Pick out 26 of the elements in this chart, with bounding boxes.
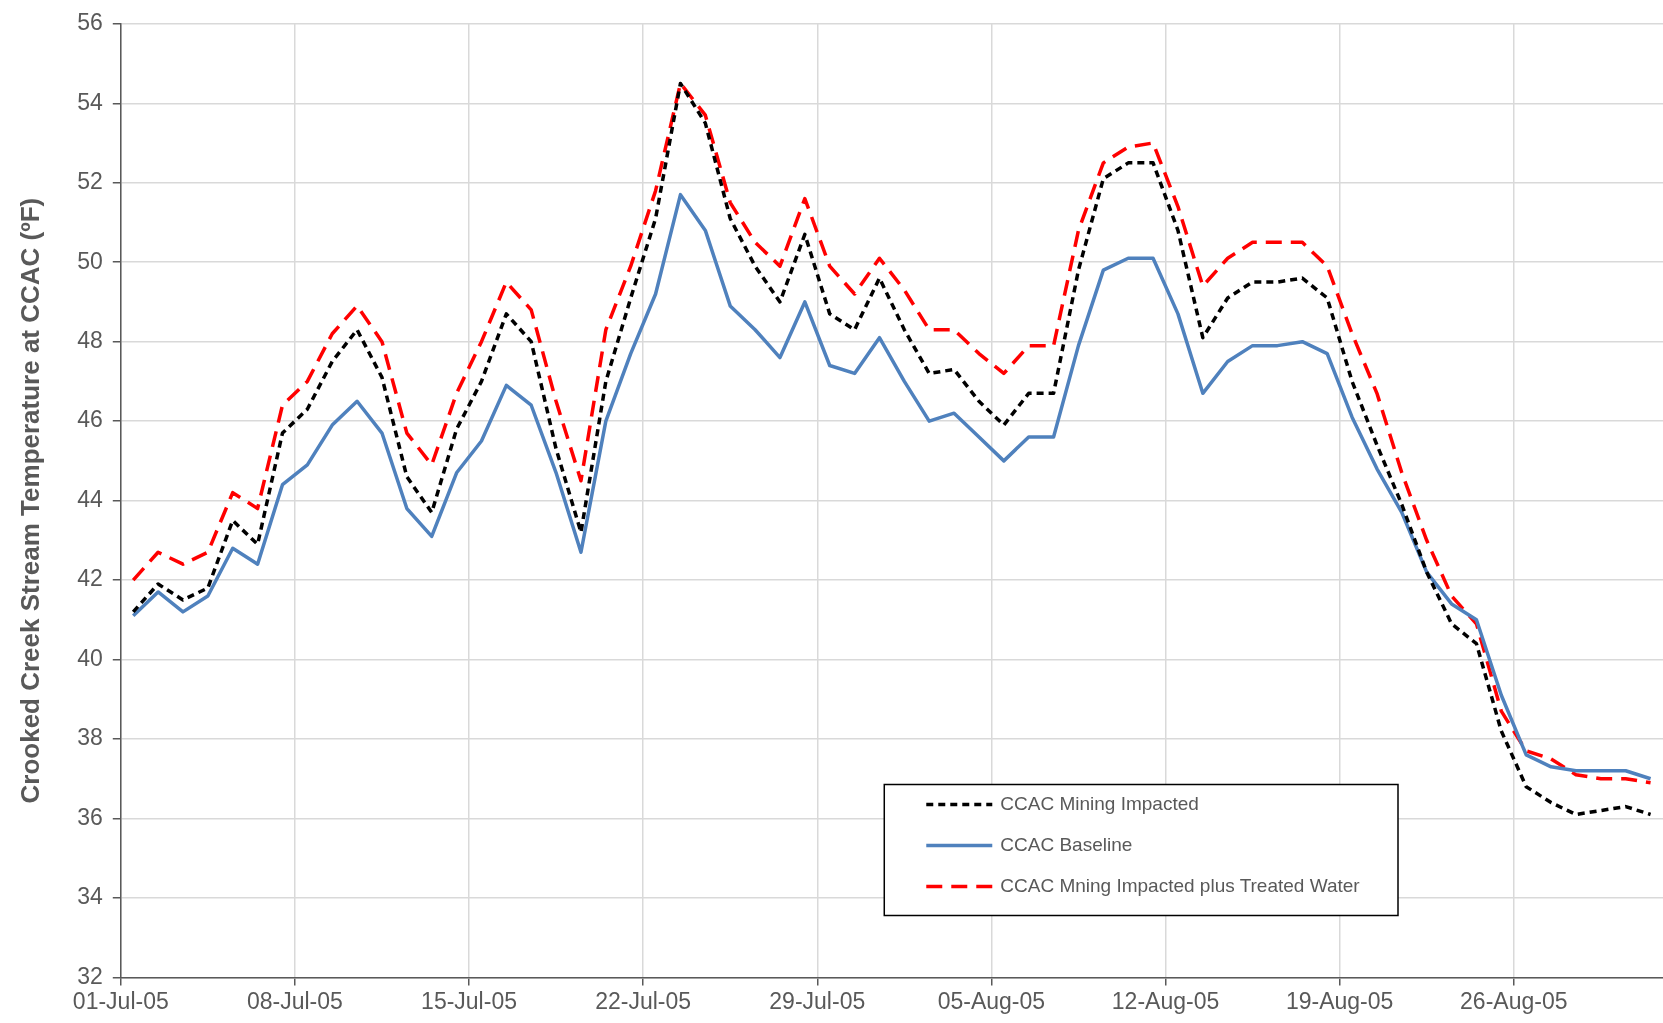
x-tick-label: 01-Jul-05 [72, 987, 169, 1014]
legend-label: CCAC Mining Impacted [1000, 792, 1199, 814]
y-tick-label: 36 [77, 803, 103, 830]
x-tick-label: 15-Jul-05 [421, 987, 517, 1014]
y-tick-label: 50 [77, 247, 103, 274]
x-tick-label: 26-Aug-05 [1460, 987, 1568, 1014]
y-tick-label: 46 [77, 406, 103, 433]
x-tick-label: 22-Jul-05 [595, 987, 692, 1014]
y-tick-label: 40 [77, 644, 103, 671]
y-tick-label: 34 [77, 883, 103, 910]
y-tick-label: 54 [77, 88, 103, 115]
y-tick-label: 42 [77, 565, 103, 592]
x-tick-label: 05-Aug-05 [937, 987, 1046, 1014]
y-tick-label: 56 [77, 9, 103, 36]
y-tick-label: 38 [77, 724, 103, 751]
y-axis-title: Crooked Creek Stream Temperature at CCAC (ºF) [14, 197, 45, 804]
y-tick-label: 32 [77, 962, 103, 989]
x-tick-label: 08-Jul-05 [246, 987, 343, 1014]
legend-label: CCAC Baseline [1000, 833, 1133, 855]
legend-label: CCAC Mning Impacted plus Treated Water [1000, 874, 1361, 896]
y-tick-label: 52 [77, 168, 103, 195]
x-tick-label: 12-Aug-05 [1111, 987, 1220, 1014]
y-tick-label: 44 [77, 485, 103, 512]
y-tick-label: 48 [77, 327, 103, 354]
x-tick-label: 19-Aug-05 [1285, 987, 1394, 1014]
x-tick-label: 29-Jul-05 [769, 987, 866, 1014]
